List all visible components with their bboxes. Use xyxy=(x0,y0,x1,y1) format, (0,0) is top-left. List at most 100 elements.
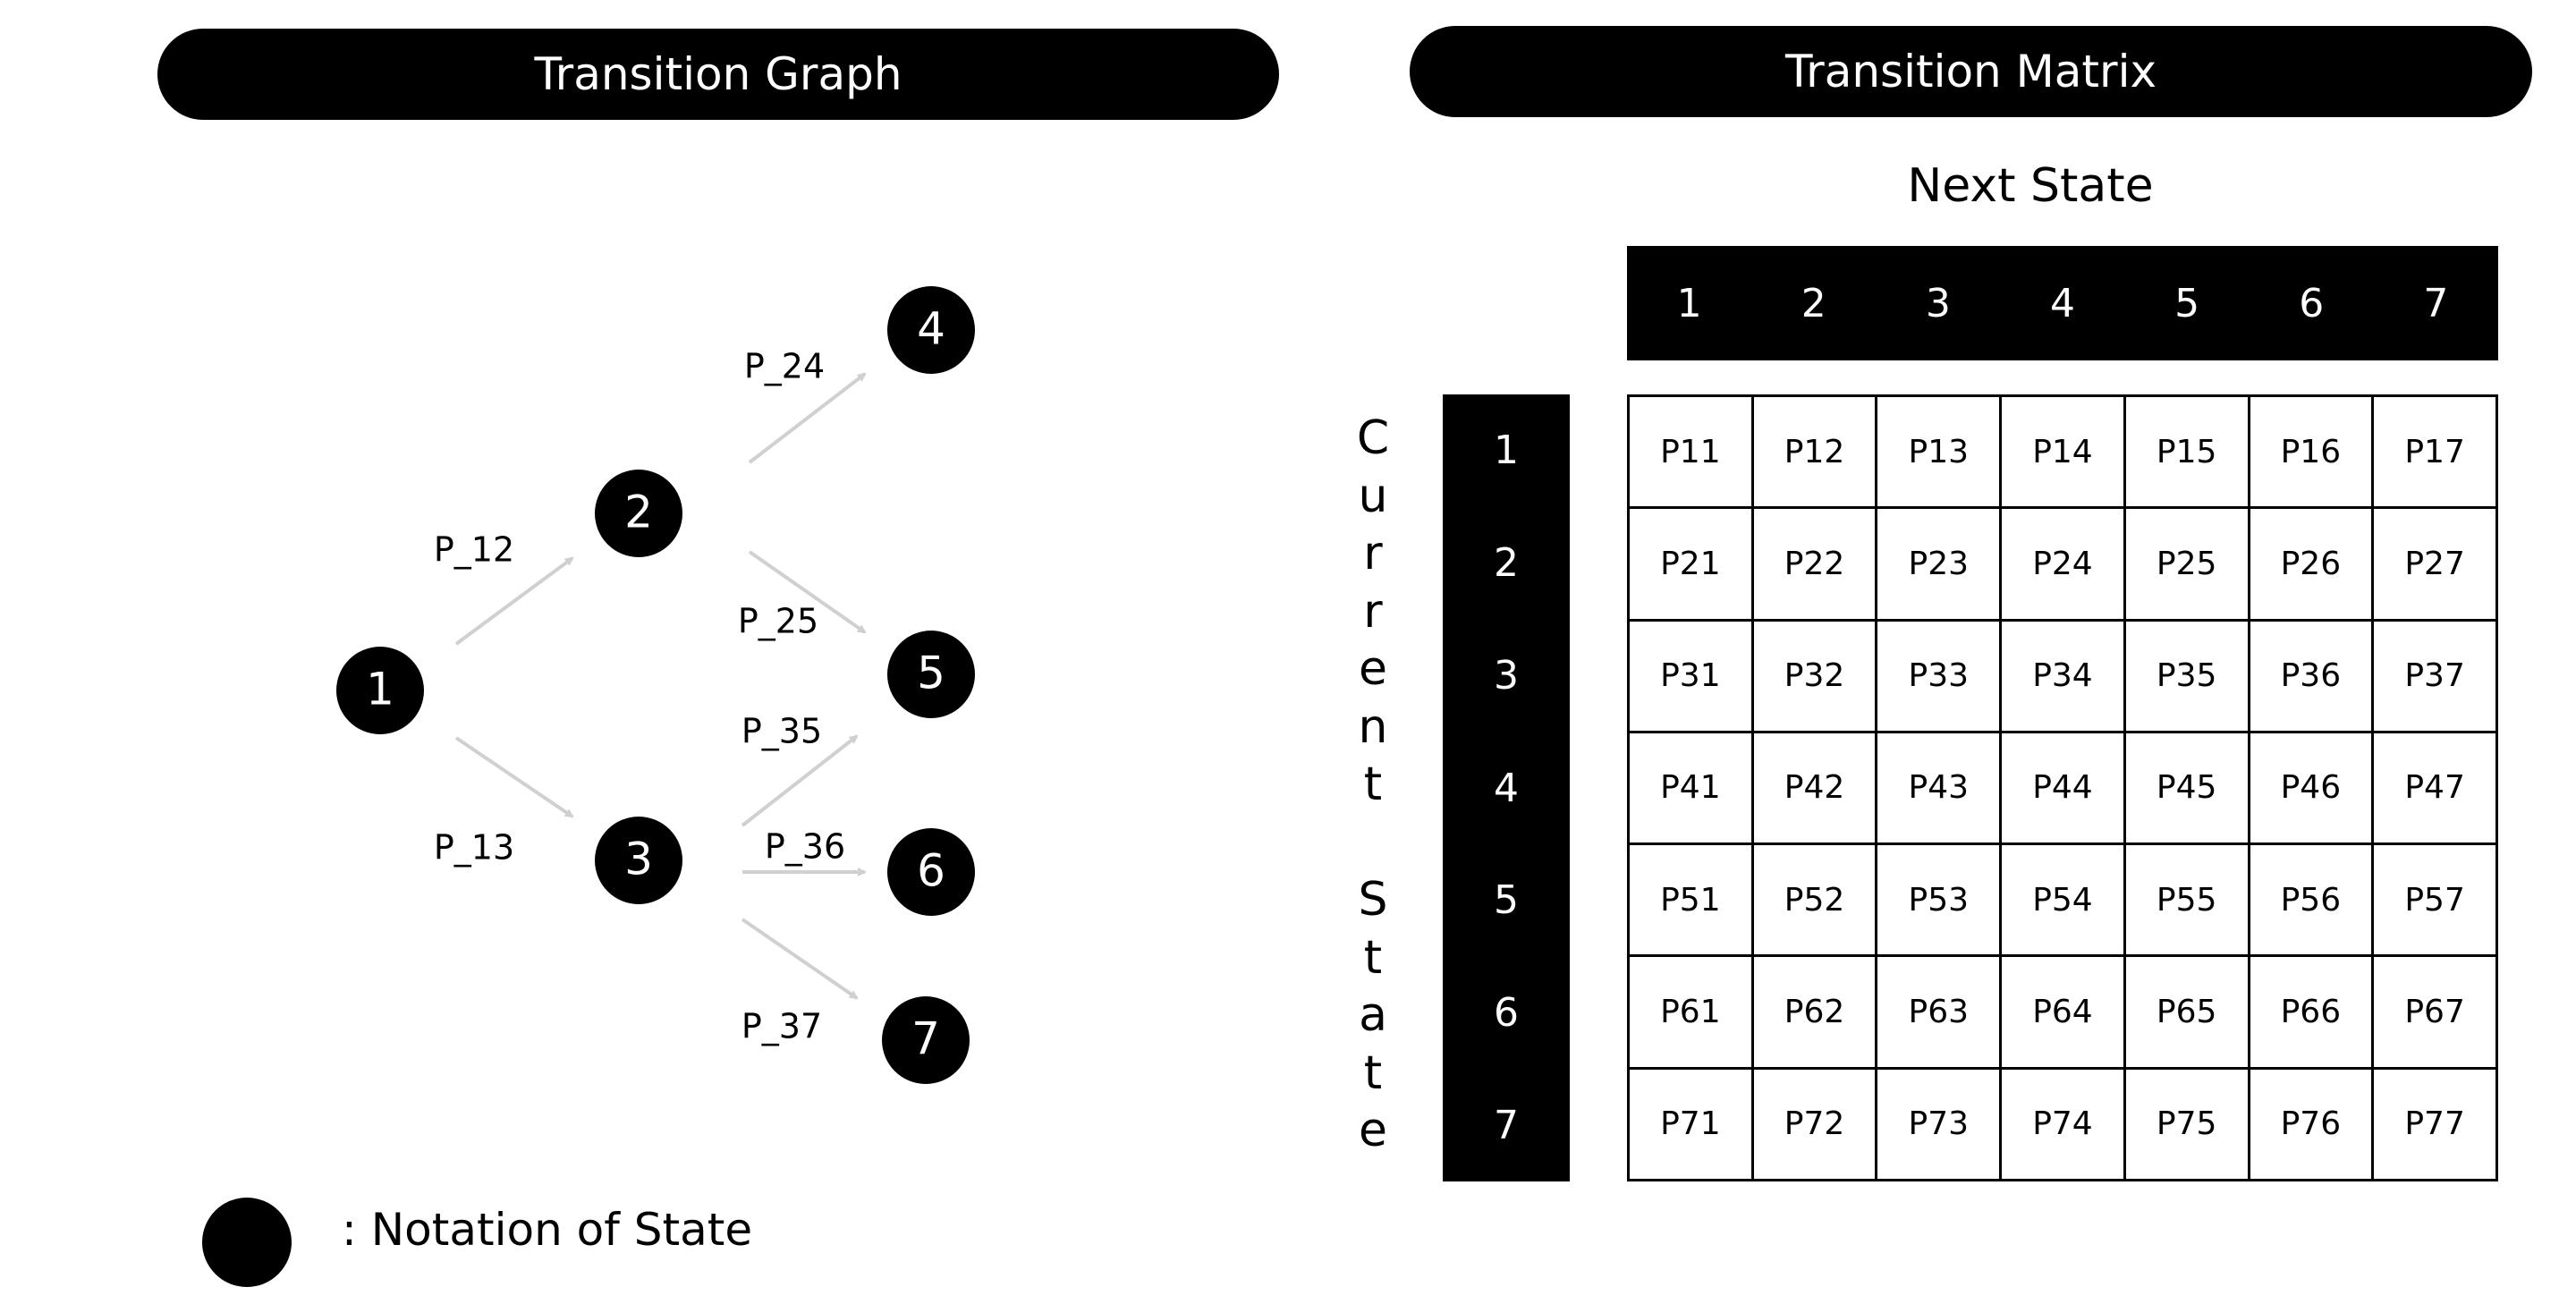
edge-arrow-1-3 xyxy=(454,736,574,818)
current-state-letter: e xyxy=(1359,642,1387,696)
edge-arrow-1-2 xyxy=(454,556,574,646)
matrix-cell: P51 xyxy=(1627,843,1754,958)
matrix-cell: P24 xyxy=(1999,506,2126,622)
matrix-cell: P23 xyxy=(1875,506,2003,622)
row-header-1: 1 xyxy=(1494,428,1519,474)
matrix-cell: P53 xyxy=(1875,843,2003,958)
matrix-cell: P57 xyxy=(2371,843,2498,958)
matrix-cell: P73 xyxy=(1875,1066,2003,1182)
state-node-circle xyxy=(595,470,682,557)
matrix-cell: P17 xyxy=(2371,394,2498,510)
current-state-letter: r xyxy=(1363,584,1383,639)
current-state-letter: S xyxy=(1358,873,1388,927)
state-node-label: 4 xyxy=(917,303,945,355)
matrix-cell: P16 xyxy=(2247,394,2375,510)
column-header-5: 5 xyxy=(2174,280,2200,326)
matrix-cell: P46 xyxy=(2247,730,2375,846)
state-node-circle xyxy=(887,286,975,374)
matrix-row-header: 1 2 3 4 5 6 7 xyxy=(1443,394,1570,1181)
state-node-circle xyxy=(336,647,424,734)
matrix-cell: P64 xyxy=(1999,954,2126,1070)
matrix-cell: P75 xyxy=(2123,1066,2250,1182)
matrix-cell: P37 xyxy=(2371,618,2498,733)
matrix-column-header: 1 2 3 4 5 6 7 xyxy=(1627,246,2498,360)
state-node-label: 5 xyxy=(917,648,945,699)
matrix-cell: P45 xyxy=(2123,730,2250,846)
state-node-circle xyxy=(595,817,682,904)
matrix-cell: P44 xyxy=(1999,730,2126,846)
matrix-cell: P76 xyxy=(2247,1066,2375,1182)
matrix-row: P21 P22 P23 P24 P25 P26 P27 xyxy=(1627,506,2498,622)
state-node-label: 3 xyxy=(624,834,653,885)
state-node-5: 5 xyxy=(887,631,975,718)
matrix-cell: P71 xyxy=(1627,1066,1754,1182)
state-node-6: 6 xyxy=(887,828,975,916)
edge-label-1-3: P_13 xyxy=(434,828,514,868)
matrix-cell: P63 xyxy=(1875,954,2003,1070)
matrix-cell: P27 xyxy=(2371,506,2498,622)
matrix-cell: P62 xyxy=(1750,954,1878,1070)
transition-matrix-table: P11 P12 P13 P14 P15 P16 P17 P21 P22 P23 P24 P25 P26 P… xyxy=(1627,394,2498,1182)
matrix-row: P41 P42 P43 P44 P45 P46 P47 xyxy=(1627,730,2498,846)
legend-state-icon xyxy=(202,1198,292,1287)
matrix-row: P11 P12 P13 P14 P15 P16 P17 xyxy=(1627,394,2498,510)
matrix-cell: P25 xyxy=(2123,506,2250,622)
matrix-row: P51 P52 P53 P54 P55 P56 P57 xyxy=(1627,843,2498,958)
matrix-cell: P12 xyxy=(1750,394,1878,510)
matrix-cell: P43 xyxy=(1875,730,2003,846)
matrix-cell: P21 xyxy=(1627,506,1754,622)
transition-graph: P_12 P_13 P_24 P_25 P_35 P_36 P_37 1 2 3 4 5 6 7 xyxy=(202,286,975,1287)
row-header-5: 5 xyxy=(1494,877,1519,924)
matrix-cell: P41 xyxy=(1627,730,1754,846)
matrix-cell: P35 xyxy=(2123,618,2250,733)
matrix-cell: P65 xyxy=(2123,954,2250,1070)
state-node-label: 1 xyxy=(366,664,394,716)
row-header-2: 2 xyxy=(1494,540,1519,587)
state-node-circle xyxy=(887,631,975,718)
transition-graph-title-text: Transition Graph xyxy=(534,48,902,100)
matrix-cell: P22 xyxy=(1750,506,1878,622)
edge-arrow-3-7 xyxy=(741,918,859,1000)
state-node-label: 6 xyxy=(917,845,945,897)
edge-label-2-5: P_25 xyxy=(738,602,818,641)
state-node-4: 4 xyxy=(887,286,975,374)
column-header-6: 6 xyxy=(2299,280,2325,326)
matrix-cell: P13 xyxy=(1875,394,2003,510)
legend-label: : Notation of State xyxy=(342,1204,753,1256)
row-header-6: 6 xyxy=(1494,989,1519,1036)
edge-label-1-2: P_12 xyxy=(434,530,514,570)
state-node-1: 1 xyxy=(336,647,424,734)
state-node-circle xyxy=(882,996,970,1084)
current-state-letter: e xyxy=(1359,1104,1387,1157)
matrix-cell: P72 xyxy=(1750,1066,1878,1182)
matrix-cell: P56 xyxy=(2247,843,2375,958)
matrix-cell: P33 xyxy=(1875,618,2003,733)
matrix-cell: P14 xyxy=(1999,394,2126,510)
next-state-label: Next State xyxy=(1907,159,2154,213)
edge-label-3-7: P_37 xyxy=(741,1007,822,1046)
state-node-circle xyxy=(887,828,975,916)
current-state-letter: t xyxy=(1363,1046,1383,1100)
matrix-cell: P26 xyxy=(2247,506,2375,622)
matrix-cell: P54 xyxy=(1999,843,2126,958)
state-node-label: 7 xyxy=(911,1013,940,1065)
matrix-cell: P11 xyxy=(1627,394,1754,510)
matrix-row: P31 P32 P33 P34 P35 P36 P37 xyxy=(1627,618,2498,733)
matrix-cell: P55 xyxy=(2123,843,2250,958)
state-node-7: 7 xyxy=(882,996,970,1084)
matrix-cell: P34 xyxy=(1999,618,2126,733)
matrix-cell: P77 xyxy=(2371,1066,2498,1182)
matrix-cell: P74 xyxy=(1999,1066,2126,1182)
current-state-letter xyxy=(1366,814,1381,872)
state-node-label: 2 xyxy=(624,487,653,538)
current-state-letter: C xyxy=(1356,411,1390,465)
matrix-row: P71 P72 P73 P74 P75 P76 P77 xyxy=(1627,1066,2498,1182)
matrix-cell: P61 xyxy=(1627,954,1754,1070)
matrix-cell: P66 xyxy=(2247,954,2375,1070)
column-header-4: 4 xyxy=(2049,280,2075,326)
column-header-3: 3 xyxy=(1925,280,1951,326)
column-header-7: 7 xyxy=(2423,280,2449,326)
edge-label-3-5: P_35 xyxy=(741,712,822,751)
matrix-cell: P52 xyxy=(1750,843,1878,958)
